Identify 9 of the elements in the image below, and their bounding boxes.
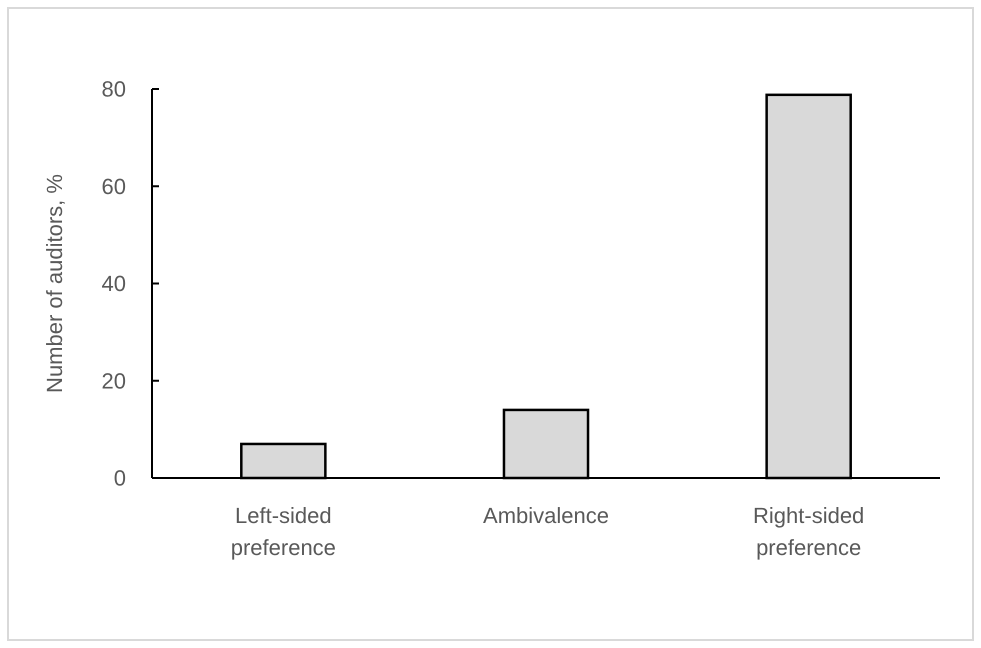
x-tick-label: Left-sided preference [230, 503, 336, 560]
y-tick-label: 20 [102, 368, 126, 394]
y-tick-label: 0 [114, 466, 126, 491]
x-tick-label: Ambivalence [483, 503, 609, 528]
y-tick-label: 40 [102, 271, 126, 296]
y-axis-title: Number of auditors, % [42, 174, 67, 393]
x-tick-label: Right-sided preference [753, 503, 864, 560]
y-tick-label: 60 [102, 174, 126, 199]
y-tick-label: 80 [102, 76, 126, 102]
